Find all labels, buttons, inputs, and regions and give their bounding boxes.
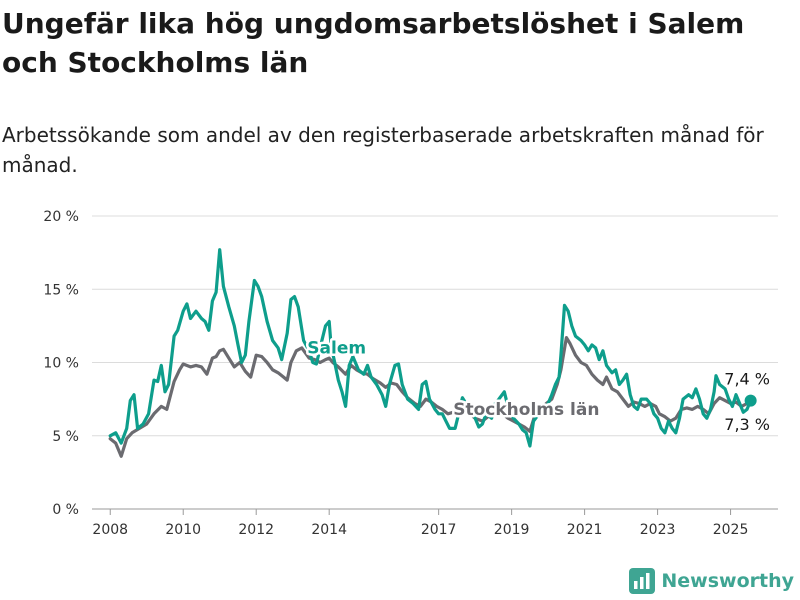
x-tick-label: 2017 — [421, 522, 457, 538]
stockholm-end-value: 7,3 % — [724, 415, 770, 434]
y-tick-label: 0 % — [52, 502, 79, 518]
page-subtitle: Arbetssökande som andel av den registerb… — [2, 123, 764, 177]
grid-lines — [92, 215, 778, 510]
series-label: Salem — [307, 339, 366, 359]
x-tick-label: 2010 — [165, 522, 201, 538]
salem-end-value: 7,4 % — [724, 370, 770, 389]
series-line-stockholms-lan — [108, 336, 753, 458]
series-label: Stockholms län — [453, 400, 599, 420]
brand-name: Newsworthy — [661, 570, 794, 592]
y-tick-label: 15 % — [43, 282, 79, 298]
y-tick-label: 10 % — [43, 356, 79, 372]
newsworthy-logo: Newsworthy — [629, 568, 794, 594]
salem-end-marker — [744, 394, 757, 407]
x-tick-label: 2019 — [494, 522, 530, 538]
series-labels: Salem Stockholms län 7,4 % 7,3 % — [305, 336, 770, 434]
series-line-salem — [108, 248, 753, 448]
series-lines — [108, 248, 757, 458]
y-tick-label: 5 % — [52, 429, 79, 445]
x-tick-label: 2008 — [92, 522, 128, 538]
page-title: Ungefär lika hög ungdomsarbetslöshet i S… — [2, 7, 745, 79]
chart-logo-icon — [629, 568, 656, 594]
x-tick-label: 2021 — [567, 522, 603, 538]
x-tick-label: 2025 — [713, 522, 749, 538]
y-axis-ticks: 0 % 5 % 10 % 15 % 20 % — [43, 209, 79, 518]
y-tick-label: 20 % — [43, 209, 79, 225]
x-axis-ticks: 2008 2010 2012 2014 2017 2019 2021 2023 2025 — [92, 509, 748, 538]
x-tick-label: 2014 — [311, 522, 347, 538]
x-tick-label: 2023 — [640, 522, 676, 538]
x-tick-label: 2012 — [238, 522, 274, 538]
